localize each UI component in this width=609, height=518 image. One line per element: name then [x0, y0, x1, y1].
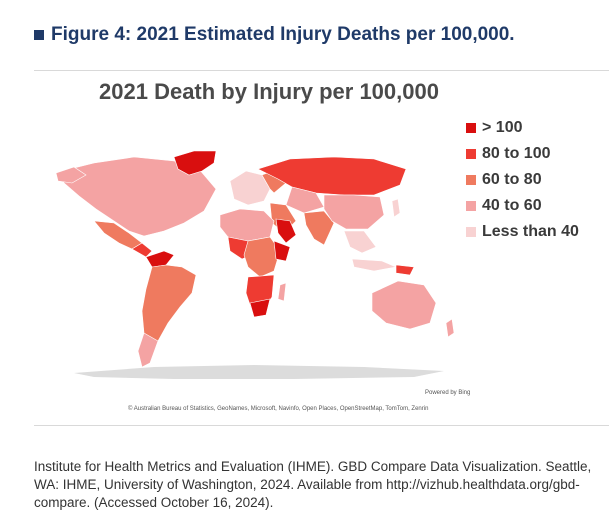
legend-item: 60 to 80 — [466, 167, 579, 193]
map-title: 2021 Death by Injury per 100,000 — [99, 79, 439, 104]
map-legend: > 100 80 to 100 60 to 80 40 to 60 Less t… — [466, 115, 579, 245]
region-new-zealand — [445, 318, 455, 338]
region-central-america — [131, 242, 153, 258]
legend-item: > 100 — [466, 115, 579, 141]
region-northern-south-america — [145, 250, 175, 268]
legend-item: 40 to 60 — [466, 193, 579, 219]
citation-text: Institute for Health Metrics and Evaluat… — [34, 459, 592, 510]
world-map — [55, 150, 455, 379]
figure-heading: Figure 4: 2021 Estimated Injury Deaths p… — [34, 24, 515, 46]
region-southeast-asia — [343, 230, 377, 254]
bottom-divider — [34, 425, 609, 426]
legend-label: 40 to 60 — [482, 197, 542, 214]
region-south-america — [141, 264, 197, 352]
region-south-asia — [303, 210, 335, 246]
legend-swatch — [466, 123, 476, 133]
region-greenland — [173, 150, 217, 176]
legend-label: Less than 40 — [482, 223, 579, 240]
map-panel: 2021 Death by Injury per 100,000 — [34, 71, 609, 425]
region-north-america — [61, 156, 217, 237]
figure-heading-text: Figure 4: 2021 Estimated Injury Deaths p… — [51, 24, 515, 45]
region-southern-cone — [137, 332, 159, 368]
powered-by-text: Powered by Bing — [425, 390, 471, 396]
region-indonesia — [351, 258, 398, 272]
top-divider — [34, 70, 609, 71]
region-central-asia — [285, 186, 325, 214]
region-south-africa — [249, 298, 271, 318]
legend-item: Less than 40 — [466, 219, 579, 245]
legend-swatch — [466, 201, 476, 211]
legend-swatch — [466, 149, 476, 159]
region-alaska — [55, 166, 87, 184]
legend-label: 80 to 100 — [482, 145, 551, 162]
region-antarctica — [74, 365, 444, 379]
region-north-africa — [219, 208, 275, 242]
region-east-africa — [273, 240, 291, 262]
region-papua-new-guinea — [395, 264, 415, 276]
legend-label: 60 to 80 — [482, 171, 542, 188]
region-australia — [371, 280, 437, 330]
heading-bullet-icon — [34, 30, 44, 40]
region-japan — [391, 198, 401, 218]
legend-swatch — [466, 227, 476, 237]
legend-swatch — [466, 175, 476, 185]
region-madagascar — [277, 282, 287, 302]
legend-label: > 100 — [482, 119, 523, 136]
region-central-africa — [243, 236, 281, 278]
map-credits: © Australian Bureau of Statistics, GeoNa… — [128, 406, 429, 412]
region-east-asia — [323, 194, 385, 230]
region-europe — [229, 170, 271, 206]
region-arabia — [275, 218, 297, 244]
region-russia — [257, 156, 407, 196]
legend-item: 80 to 100 — [466, 141, 579, 167]
